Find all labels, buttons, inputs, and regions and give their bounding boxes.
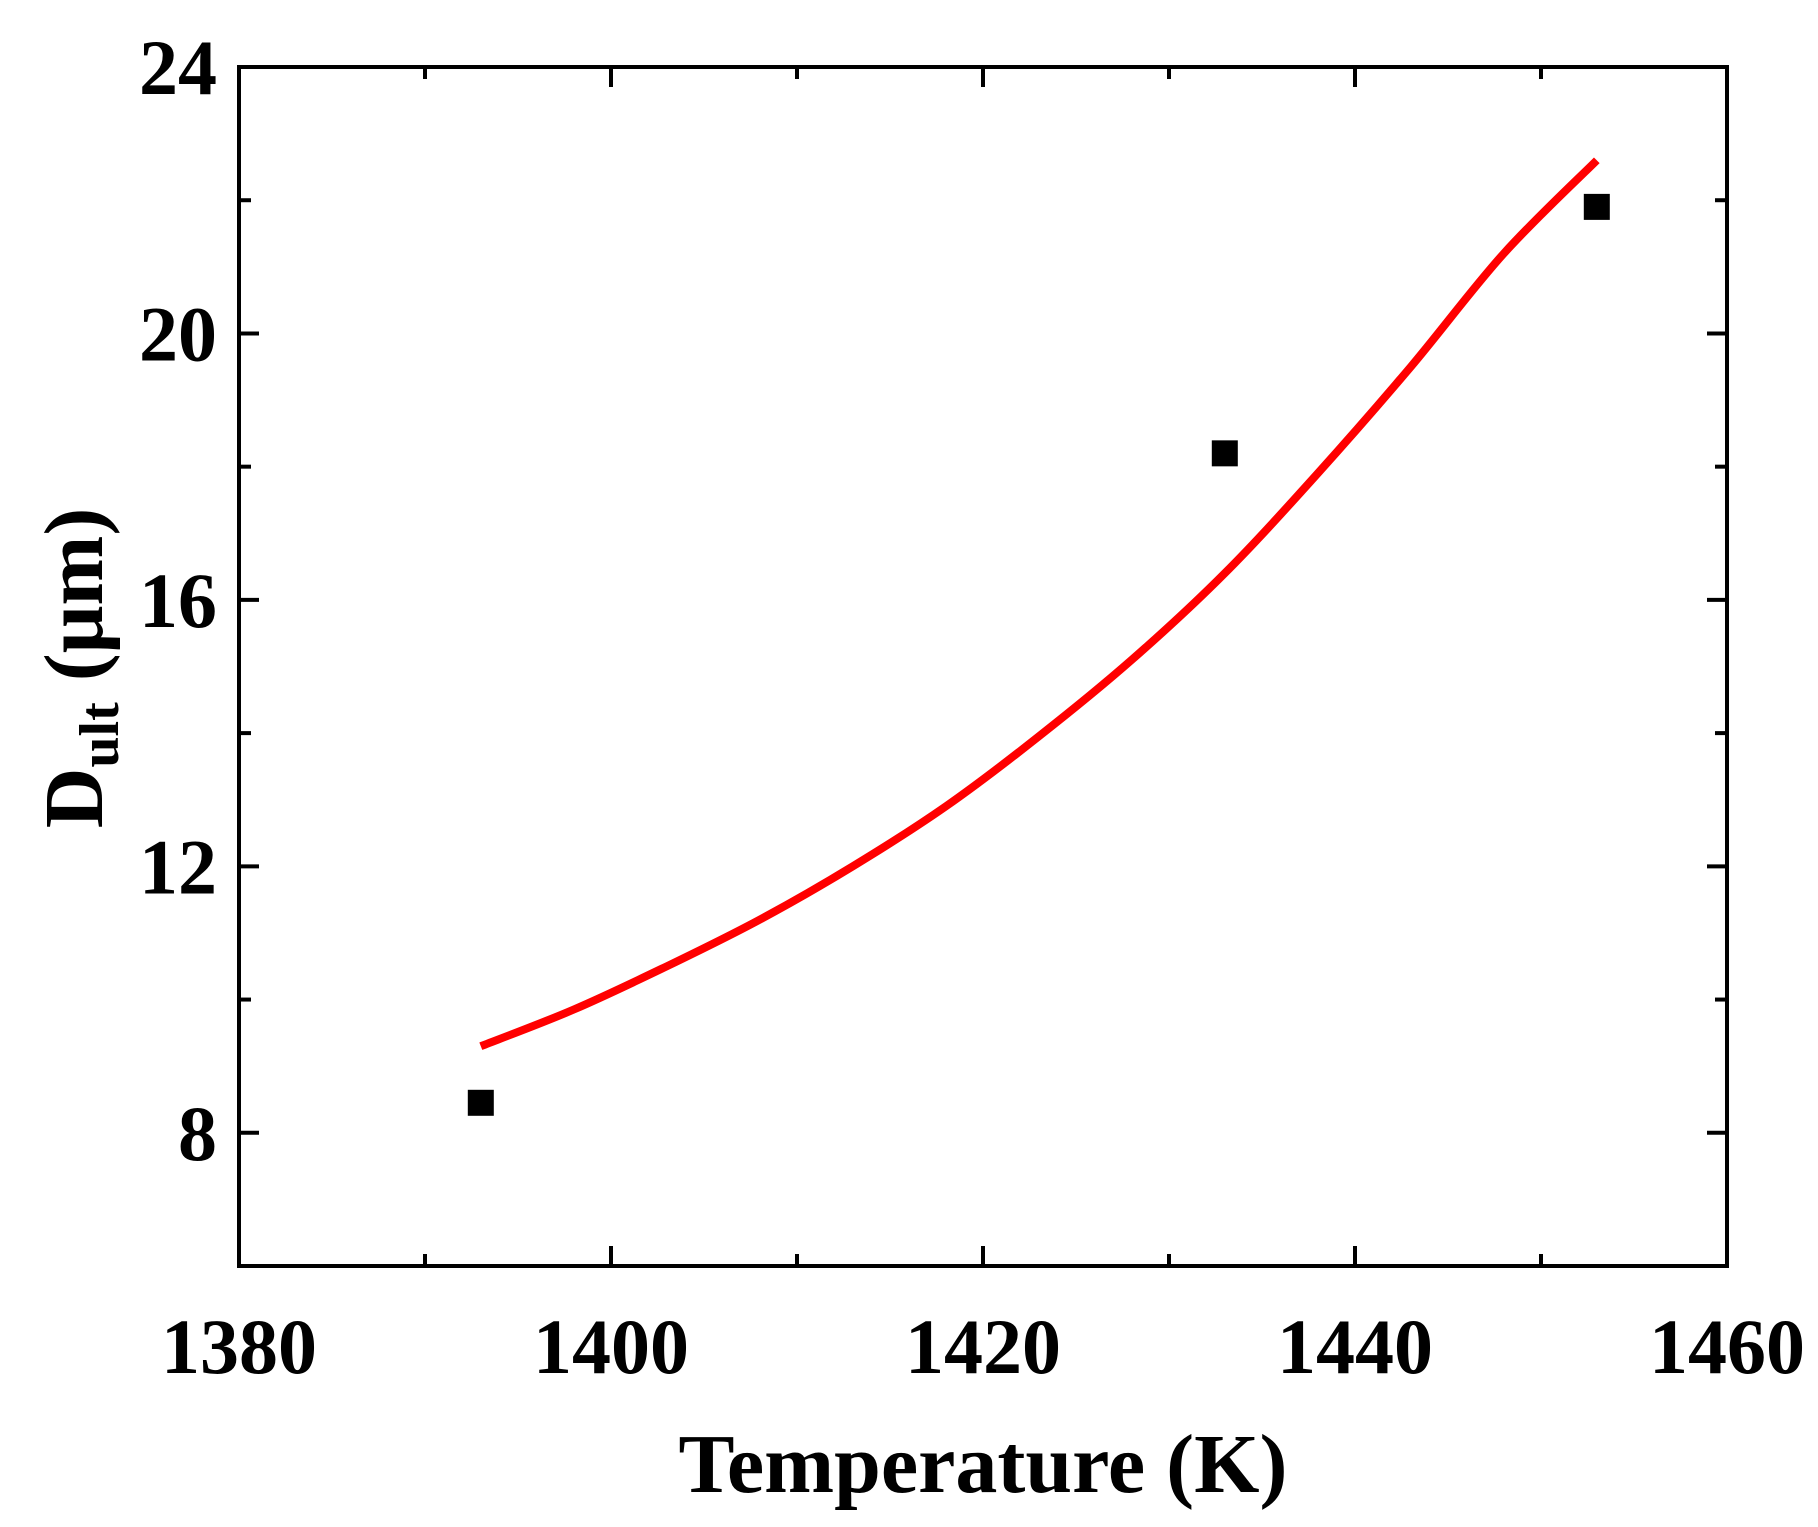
ticks-group — [237, 65, 1729, 1266]
data-point-square — [467, 1089, 494, 1116]
x-tick-label: 1440 — [1277, 1303, 1433, 1390]
x-tick-label: 1420 — [905, 1303, 1061, 1390]
y-axis-title-unit: (μm) — [28, 508, 121, 703]
y-tick-label: 8 — [178, 1090, 217, 1177]
axes-group — [237, 65, 1729, 1268]
series-group — [467, 157, 1610, 1116]
y-tick-label: 16 — [139, 557, 217, 644]
x-tick-label: 1380 — [161, 1303, 317, 1390]
y-tick-label: 12 — [139, 823, 217, 910]
tick-labels-group: 1380 1400 1420 1440 1460 8 12 16 20 24 — [139, 24, 1805, 1390]
data-point-square — [1211, 440, 1238, 467]
y-axis-title-main: D — [28, 768, 121, 829]
y-axis-title-subscript: ult — [69, 702, 131, 768]
fit-curve-line — [479, 157, 1600, 1050]
plot-frame — [237, 65, 1729, 1268]
y-tick-label: 24 — [139, 24, 217, 111]
x-tick-label: 1460 — [1649, 1303, 1805, 1390]
y-axis-title: Dult (μm) — [28, 508, 131, 829]
x-tick-label: 1400 — [533, 1303, 689, 1390]
x-axis-title: Temperature (K) — [679, 1418, 1288, 1511]
data-point-square — [1583, 193, 1610, 220]
y-tick-label: 20 — [139, 290, 217, 377]
